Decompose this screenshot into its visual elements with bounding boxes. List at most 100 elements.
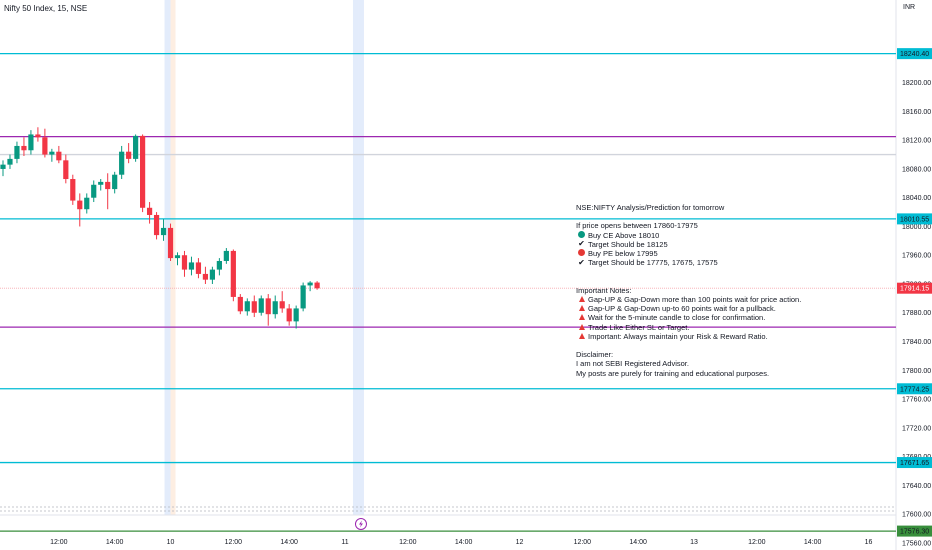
candle[interactable] [293,308,299,322]
y-tick-label: 18160.00 [902,109,931,116]
warning-icon [578,323,585,330]
candle[interactable] [126,151,132,159]
buy-ce-text: Buy CE Above 18010 [588,230,660,240]
candle[interactable] [160,227,167,236]
candle[interactable] [146,207,153,215]
candle[interactable] [119,151,125,175]
candle[interactable] [77,200,83,210]
candle[interactable] [7,158,13,165]
currency-label: INR [903,4,916,11]
candle[interactable] [35,134,41,138]
note-item: Important: Always maintain your Risk & R… [588,331,768,341]
candle[interactable] [258,298,264,313]
candle[interactable] [42,137,48,155]
session-highlight [352,0,359,515]
candle[interactable] [230,250,236,297]
ce-target-text: Target Should be 18125 [588,239,668,249]
candle[interactable] [98,181,104,185]
lightning-glyph [358,520,363,528]
candle[interactable] [56,151,62,161]
analysis-annotation[interactable]: NSE:NIFTY Analysis/Prediction for tomorr… [576,203,801,378]
candle[interactable] [216,260,222,270]
x-tick-label: 11 [341,539,348,546]
annotation-heading: NSE:NIFTY Analysis/Prediction for tomorr… [576,203,725,212]
candle[interactable] [133,135,139,159]
price-line-label: 17671.65 [900,460,929,467]
candle[interactable] [153,214,160,236]
candle[interactable] [174,255,181,259]
candle[interactable] [195,262,202,274]
candle[interactable] [279,301,285,309]
x-tick-label: 12:00 [748,539,766,546]
session-highlight [164,0,171,515]
candle[interactable] [209,269,215,280]
price-label-box [897,383,932,395]
pe-target-text: Target Should be 17775, 17675, 17575 [588,258,718,268]
x-tick-label: 14:00 [804,539,822,546]
price-label-box [897,48,932,60]
candle[interactable] [272,301,278,315]
note-item: Gap-UP & Gap-Down up-to 60 points wait f… [588,304,776,314]
candle[interactable] [14,145,20,159]
x-tick-label: 12:00 [399,539,417,546]
price-line-label: 17576.30 [900,529,929,536]
candle[interactable] [140,135,146,208]
y-tick-label: 17600.00 [902,512,931,519]
x-tick-label: 12:00 [225,539,243,546]
y-tick-label: 18040.00 [902,195,931,202]
price-label-box [897,525,932,537]
x-tick-label: 16 [865,539,873,546]
candle[interactable] [112,174,118,190]
check-mark-icon: ✔ [578,257,585,267]
x-tick-label: 14:00 [629,539,647,546]
candle[interactable] [188,262,195,270]
green-circle-icon [578,230,585,238]
y-tick-label: 18120.00 [902,138,931,145]
x-tick-label: 12:00 [50,539,68,546]
disclaimer-heading: Disclaimer: [576,350,614,360]
price-label-box [897,213,932,225]
y-tick-label: 17560.00 [902,540,931,547]
check-mark-icon: ✔ [578,239,585,249]
candle[interactable] [49,151,55,155]
candle[interactable] [21,145,27,151]
candle[interactable] [105,181,111,190]
y-tick-label: 18080.00 [902,166,931,173]
candle[interactable] [70,179,76,201]
candle[interactable] [300,285,306,309]
candle[interactable] [307,282,313,286]
y-tick-label: 17960.00 [902,253,931,260]
candle[interactable] [91,184,97,198]
x-tick-label: 13 [690,539,698,546]
candle[interactable] [181,255,188,270]
candle[interactable] [84,197,90,210]
last-price-label: 17914.15 [900,286,929,293]
warning-icon [578,332,585,339]
candle[interactable] [286,308,292,322]
note-item: Gap-UP & Gap-Down more than 100 points w… [588,294,802,304]
candle[interactable] [265,298,271,315]
y-tick-label: 17640.00 [902,483,931,490]
x-tick-label: 12 [516,539,524,546]
y-tick-label: 17840.00 [902,339,931,346]
candle[interactable] [237,296,243,312]
candle[interactable] [0,164,6,169]
notes-heading: Important Notes: [576,285,632,295]
y-tick-label: 17720.00 [902,425,931,432]
annotation-range: If price opens between 17860-17975 [576,221,698,231]
price-label-box [897,457,932,469]
disclaimer-line: My posts are purely for training and edu… [576,368,770,378]
candle[interactable] [63,160,69,180]
y-tick-label: 17800.00 [902,368,931,375]
candle[interactable] [223,250,229,261]
candle[interactable] [28,134,34,151]
session-highlight [358,0,364,515]
y-tick-label: 18200.00 [902,80,931,87]
candle[interactable] [202,273,209,280]
candle[interactable] [251,301,257,313]
candle[interactable] [244,301,250,312]
chart-title: Nifty 50 Index, 15, NSE [4,4,88,13]
candle[interactable] [314,282,320,289]
candle[interactable] [167,227,174,259]
